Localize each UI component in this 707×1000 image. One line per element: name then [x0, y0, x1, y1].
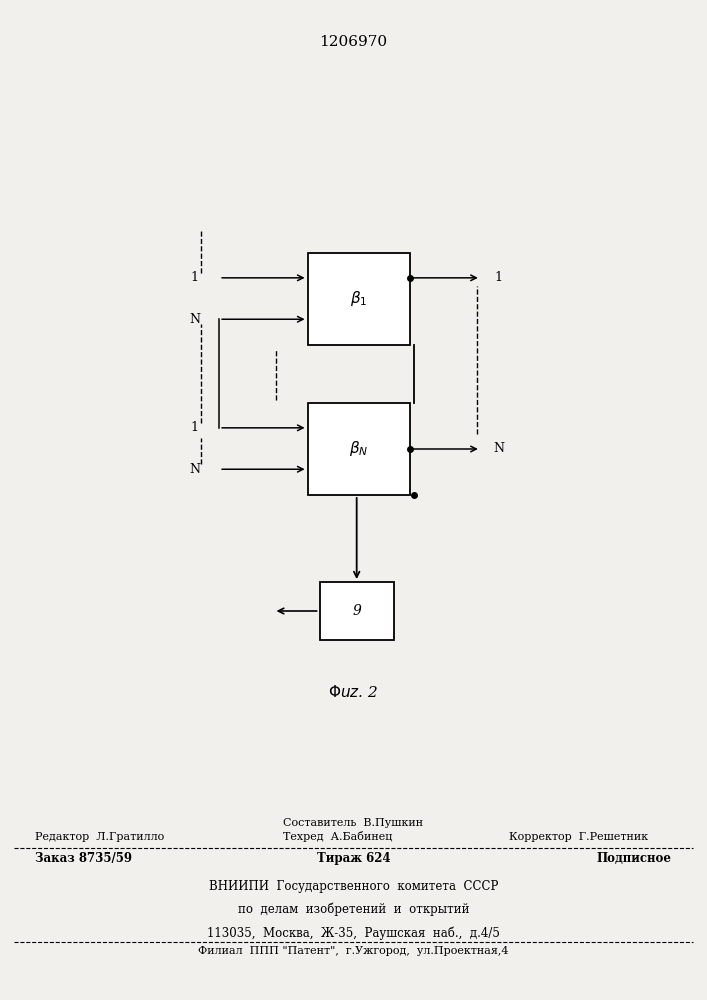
Text: ВНИИПИ  Государственного  комитета  СССР: ВНИИПИ Государственного комитета СССР	[209, 880, 498, 893]
Text: 113035,  Москва,  Ж-35,  Раушская  наб.,  д.4/5: 113035, Москва, Ж-35, Раушская наб., д.4…	[207, 926, 500, 940]
FancyBboxPatch shape	[320, 582, 394, 640]
Text: Техред  А.Бабинец: Техред А.Бабинец	[283, 831, 392, 842]
Text: 1: 1	[190, 421, 199, 434]
Text: 1: 1	[494, 271, 503, 284]
Text: Заказ 8735/59: Заказ 8735/59	[35, 852, 132, 865]
Text: $\beta_1$: $\beta_1$	[350, 289, 368, 308]
FancyBboxPatch shape	[308, 403, 410, 495]
Text: по  делам  изобретений  и  открытий: по делам изобретений и открытий	[238, 903, 469, 916]
Text: $\beta_N$: $\beta_N$	[349, 440, 368, 458]
Text: Корректор  Г.Решетник: Корректор Г.Решетник	[509, 832, 648, 842]
FancyBboxPatch shape	[308, 253, 410, 345]
Text: 1206970: 1206970	[320, 35, 387, 49]
Text: Подписное: Подписное	[597, 852, 672, 865]
Text: Редактор  Л.Гратилло: Редактор Л.Гратилло	[35, 832, 165, 842]
Text: Филиал  ППП "Патент",  г.Ужгород,  ул.Проектная,4: Филиал ППП "Патент", г.Ужгород, ул.Проек…	[198, 946, 509, 956]
Text: 9: 9	[352, 604, 361, 618]
Text: Тираж 624: Тираж 624	[317, 852, 390, 865]
Text: 1: 1	[190, 271, 199, 284]
Text: N: N	[493, 442, 504, 456]
Text: N: N	[189, 463, 200, 476]
Text: $\Phi u \mathit{z}$. 2: $\Phi u \mathit{z}$. 2	[329, 684, 378, 700]
Text: Составитель  В.Пушкин: Составитель В.Пушкин	[284, 818, 423, 828]
Text: N: N	[189, 313, 200, 326]
